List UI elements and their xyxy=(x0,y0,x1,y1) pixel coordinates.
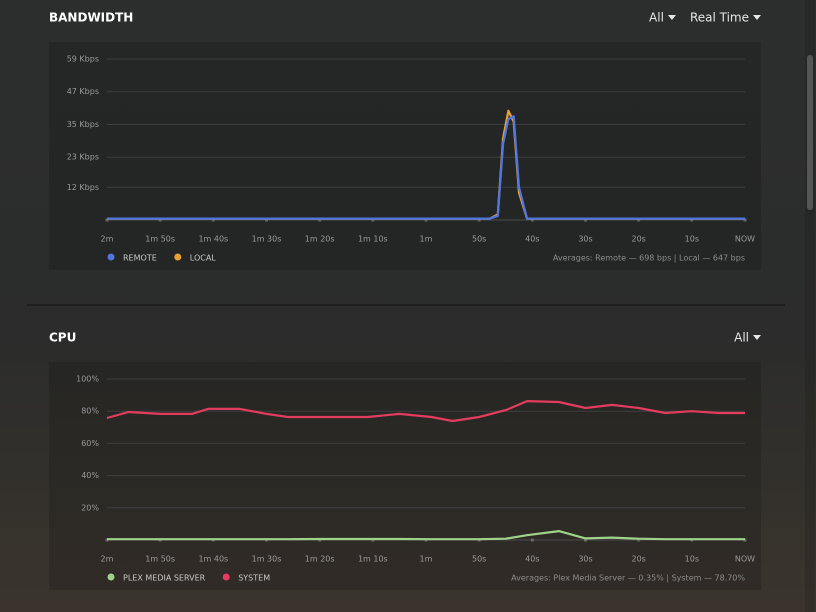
x-tick-label: 10s xyxy=(685,555,699,564)
x-tick-label: NOW xyxy=(735,555,755,564)
x-tick-label: 1m xyxy=(420,555,433,564)
x-tick-label: 2m xyxy=(101,555,114,564)
series-line xyxy=(107,530,745,541)
series-line xyxy=(107,115,745,220)
x-tick-mark xyxy=(371,218,375,222)
x-tick-label: 1m 40s xyxy=(198,555,228,564)
x-tick-mark xyxy=(211,218,215,222)
dropdown-caret[interactable] xyxy=(753,15,761,20)
x-tick-mark xyxy=(584,218,587,222)
y-tick-label: 60% xyxy=(81,439,99,448)
y-tick-label: 23 Kbps xyxy=(67,153,99,162)
legend-swatch xyxy=(107,573,115,581)
x-tick-mark xyxy=(424,218,428,222)
x-tick-label: 30s xyxy=(578,235,592,244)
x-tick-mark xyxy=(690,218,694,222)
x-tick-label: 50s xyxy=(472,235,486,244)
dropdown-caret[interactable] xyxy=(667,15,676,20)
legend-label: LOCAL xyxy=(190,254,217,263)
dropdown[interactable]: All xyxy=(649,11,664,25)
y-tick-label: 12 Kbps xyxy=(67,183,99,192)
legend-label: REMOTE xyxy=(123,254,157,263)
series-line xyxy=(106,400,745,423)
legend-swatch xyxy=(222,573,230,581)
legend-swatch xyxy=(107,253,115,261)
y-tick-label: 40% xyxy=(81,471,99,480)
x-tick-label: 1m 30s xyxy=(252,555,282,564)
x-tick-label: 1m 20s xyxy=(305,555,335,564)
x-tick-label: 40s xyxy=(525,235,539,244)
scrollbar[interactable] xyxy=(805,0,815,612)
y-tick-label: 100% xyxy=(76,375,99,384)
x-tick-label: 30s xyxy=(578,555,592,564)
x-tick-mark xyxy=(743,218,747,222)
x-tick-label: 50s xyxy=(472,555,486,564)
section-title: BANDWIDTH xyxy=(49,11,133,25)
x-tick-label: 1m 20s xyxy=(305,235,335,244)
x-tick-mark xyxy=(265,218,268,222)
x-tick-mark xyxy=(158,218,162,222)
x-tick-label: 40s xyxy=(525,555,539,564)
x-tick-label: 1m 30s xyxy=(252,235,282,244)
scrollbar-thumb[interactable] xyxy=(807,55,813,210)
x-tick-mark xyxy=(530,218,534,222)
x-tick-label: 2m xyxy=(101,235,114,244)
x-tick-label: 1m 50s xyxy=(145,235,175,244)
x-tick-mark xyxy=(530,538,534,542)
y-tick-label: 47 Kbps xyxy=(67,87,99,96)
legend-label: SYSTEM xyxy=(238,574,270,583)
section-title: CPU xyxy=(49,331,76,345)
panel xyxy=(49,42,761,270)
dropdown-caret[interactable] xyxy=(753,335,761,340)
x-tick-label: 1m 50s xyxy=(145,555,175,564)
x-tick-label: 20s xyxy=(631,555,645,564)
y-tick-label: 35 Kbps xyxy=(67,120,99,129)
x-tick-mark xyxy=(105,218,109,222)
x-tick-mark xyxy=(318,218,322,222)
x-tick-label: NOW xyxy=(735,235,755,244)
legend-swatch xyxy=(174,253,182,261)
x-tick-label: 1m 10s xyxy=(358,235,388,244)
averages: Averages: Plex Media Server — 0.35% | Sy… xyxy=(511,574,745,583)
legend-label: PLEX MEDIA SERVER xyxy=(123,574,206,583)
x-tick-mark xyxy=(584,538,587,542)
x-tick-label: 10s xyxy=(685,235,699,244)
dropdown[interactable]: Real Time xyxy=(690,11,749,25)
y-tick-label: 20% xyxy=(81,503,99,512)
averages: Averages: Remote — 698 bps | Local — 647… xyxy=(553,254,745,263)
x-tick-label: 1m 10s xyxy=(358,555,388,564)
x-tick-mark xyxy=(477,218,481,222)
y-tick-label: 59 Kbps xyxy=(67,55,99,64)
x-tick-label: 20s xyxy=(631,235,645,244)
y-tick-label: 80% xyxy=(81,407,99,416)
x-tick-label: 1m 40s xyxy=(198,235,228,244)
x-tick-mark xyxy=(637,538,641,542)
dropdown[interactable]: All xyxy=(734,331,749,345)
x-tick-mark xyxy=(637,218,641,222)
x-tick-label: 1m xyxy=(420,235,433,244)
